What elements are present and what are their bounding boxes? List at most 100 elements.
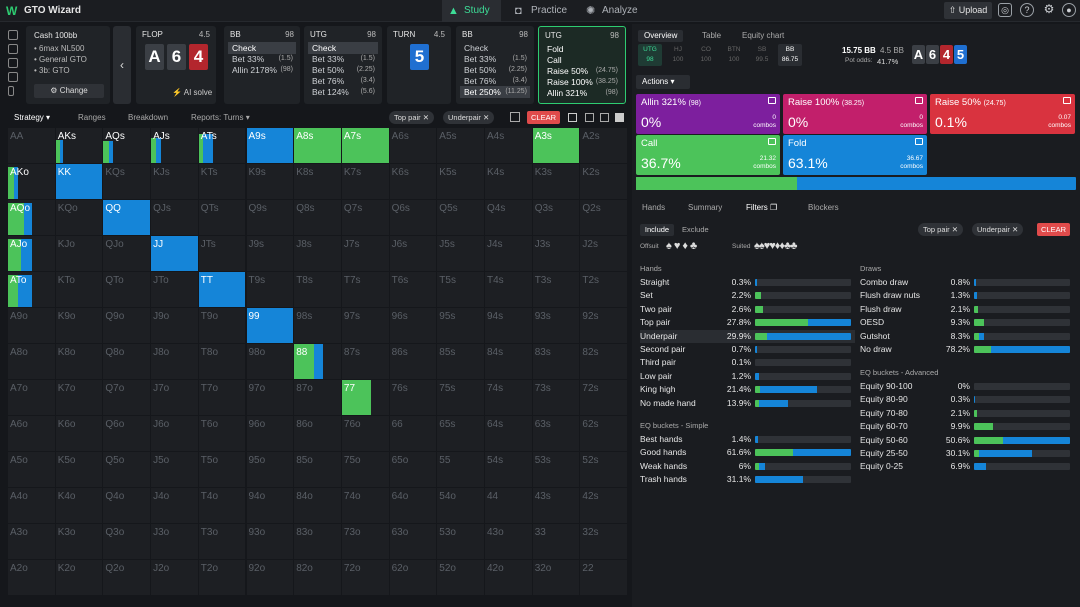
hand-cell[interactable]: 54s xyxy=(485,452,533,488)
hand-cell[interactable]: AQs xyxy=(103,128,152,164)
hand-cell[interactable]: 98o xyxy=(246,344,295,380)
action-card-raise-50-[interactable]: Raise 50% (24.75) 0.1% 0.07 combos xyxy=(930,94,1075,134)
hand-cell[interactable]: T4o xyxy=(198,488,247,524)
filter-chip-underpair[interactable]: Underpair ✕ xyxy=(443,111,495,124)
hand-cell[interactable]: K8o xyxy=(55,344,104,380)
hand-cell[interactable]: 92o xyxy=(246,560,295,596)
hand-cell[interactable]: A5o xyxy=(8,452,56,488)
tab-reports[interactable]: Reports: Turns ▾ xyxy=(191,113,250,122)
node-action[interactable]: Call xyxy=(547,55,562,65)
save-icon[interactable] xyxy=(8,58,18,68)
node-action[interactable]: Check xyxy=(464,43,489,53)
node-action[interactable]: Bet 33% (1.5) xyxy=(232,54,293,64)
exclude-toggle[interactable]: Exclude xyxy=(682,225,709,234)
hand-cell[interactable]: J6o xyxy=(151,416,199,452)
hand-cell[interactable]: JJ xyxy=(151,236,199,272)
hand-cell[interactable]: K8s xyxy=(294,164,342,200)
node-action[interactable]: Fold xyxy=(547,44,564,54)
help-icon[interactable]: ? xyxy=(1020,3,1034,17)
include-toggle[interactable]: Include xyxy=(640,224,674,236)
hand-cell[interactable]: 76s xyxy=(389,380,438,416)
hand-cell[interactable]: A3s xyxy=(532,128,581,164)
contrast-icon[interactable] xyxy=(568,113,577,122)
hand-cell[interactable]: 32o xyxy=(532,560,581,596)
hand-cell[interactable]: Q2o xyxy=(103,560,152,596)
hand-cell[interactable]: T5o xyxy=(198,452,247,488)
hand-cell[interactable]: TT xyxy=(198,272,247,308)
tab-ranges[interactable]: Ranges xyxy=(78,113,106,122)
hand-cell[interactable]: J5o xyxy=(151,452,199,488)
hand-cell[interactable]: 72s xyxy=(580,380,629,416)
hand-cell[interactable]: JTs xyxy=(198,236,247,272)
expand-icon[interactable] xyxy=(915,97,923,104)
hand-cell[interactable]: 43o xyxy=(485,524,533,560)
hand-cell[interactable]: A5s xyxy=(437,128,485,164)
controller-icon[interactable] xyxy=(8,72,18,82)
clear-button[interactable]: CLEAR xyxy=(527,111,561,124)
hand-cell[interactable]: KJo xyxy=(55,236,104,272)
filter-row[interactable]: Second pair 0.7% xyxy=(640,343,855,356)
position-bb[interactable]: BB 86.75 xyxy=(778,44,802,66)
hand-cell[interactable]: T8s xyxy=(294,272,342,308)
hand-cell[interactable]: A8o xyxy=(8,344,56,380)
hand-cell[interactable]: 62o xyxy=(389,560,438,596)
hand-cell[interactable]: 43s xyxy=(532,488,581,524)
hand-cell[interactable]: J7o xyxy=(151,380,199,416)
hand-cell[interactable]: K5o xyxy=(55,452,104,488)
hand-cell[interactable]: T4s xyxy=(485,272,533,308)
hand-cell[interactable]: AJs xyxy=(151,128,199,164)
hand-cell[interactable]: K3o xyxy=(55,524,104,560)
hand-cell[interactable]: T3s xyxy=(532,272,581,308)
hand-cell[interactable]: J4o xyxy=(151,488,199,524)
node-action[interactable]: Check xyxy=(308,42,378,54)
offsuit-suits-icons[interactable]: ♠♥♦♣ xyxy=(666,240,700,252)
hand-cell[interactable]: K4s xyxy=(485,164,533,200)
table-view-icon[interactable] xyxy=(600,113,609,122)
hand-cell[interactable]: J8s xyxy=(294,236,342,272)
hand-cell[interactable]: A9o xyxy=(8,308,56,344)
hand-cell[interactable]: 53o xyxy=(437,524,485,560)
hand-cell[interactable]: J8o xyxy=(151,344,199,380)
node-utg[interactable]: UTG 98 Check Bet 33% (1.5) Bet 50% (2.25) Bet 7… xyxy=(304,26,382,104)
hand-cell[interactable]: J2o xyxy=(151,560,199,596)
action-card-call[interactable]: Call 36.7% 21.32 combos xyxy=(636,135,780,175)
node-bb[interactable]: BB 98 Check Bet 33% (1.5) Bet 50% (2.25) Bet 76… xyxy=(456,26,534,104)
node-utg[interactable]: UTG 98 Fold Call Raise 50% (24.75) Raise 100%(… xyxy=(538,26,626,104)
node-action[interactable]: Raise 100% (38.25) xyxy=(547,77,618,87)
user-icon[interactable]: ● xyxy=(1062,3,1076,17)
subtab-filters[interactable]: Filters ❐ xyxy=(746,203,778,212)
hand-cell[interactable]: 97s xyxy=(341,308,390,344)
hand-cell[interactable]: Q8o xyxy=(103,344,152,380)
filter-row[interactable]: No made hand 13.9% xyxy=(640,397,855,410)
hand-cell[interactable]: A7o xyxy=(8,380,56,416)
hand-cell[interactable]: K7s xyxy=(341,164,390,200)
hand-cell[interactable]: 93o xyxy=(246,524,295,560)
change-button[interactable]: ⚙ Change xyxy=(34,84,104,98)
subtab-summary[interactable]: Summary xyxy=(688,203,723,212)
hand-cell[interactable]: 83s xyxy=(532,344,581,380)
node-action[interactable]: Raise 50% (24.75) xyxy=(547,66,618,76)
tab-table[interactable]: Table xyxy=(702,31,722,40)
action-card-raise-100-[interactable]: Raise 100% (38.25) 0% 0 combos xyxy=(783,94,927,134)
hand-cell[interactable]: J5s xyxy=(437,236,485,272)
hand-cell[interactable]: K7o xyxy=(55,380,104,416)
hand-cell[interactable]: AKo xyxy=(8,164,56,200)
hand-cell[interactable]: K2s xyxy=(580,164,629,200)
hand-cell[interactable]: ATs xyxy=(198,128,247,164)
hand-cell[interactable]: T5s xyxy=(437,272,485,308)
position-utg[interactable]: UTG 98 xyxy=(638,44,662,66)
action-card-fold[interactable]: Fold 63.1% 36.67 combos xyxy=(783,135,927,175)
hand-cell[interactable]: 42s xyxy=(580,488,629,524)
hand-cell[interactable]: KJs xyxy=(151,164,199,200)
hand-cell[interactable]: Q5o xyxy=(103,452,152,488)
suited-suits-icons[interactable]: ♠♠♥♥♦♦♣♣ xyxy=(754,240,797,252)
filter-row[interactable]: OESD 9.3% xyxy=(860,316,1074,329)
hand-cell[interactable]: A6s xyxy=(389,128,438,164)
hand-cell[interactable]: 76o xyxy=(341,416,390,452)
hand-cell[interactable]: T9s xyxy=(246,272,295,308)
node-bb[interactable]: BB 98 Check Bet 33% (1.5) Allin 2178% (98) xyxy=(224,26,300,104)
tab-analyze[interactable]: ✺ Analyze xyxy=(580,0,640,22)
subtab-blockers[interactable]: Blockers xyxy=(808,203,839,212)
filter-row[interactable]: Flush draw nuts 1.3% xyxy=(860,289,1074,302)
filter-row[interactable]: Gutshot 8.3% xyxy=(860,330,1074,343)
